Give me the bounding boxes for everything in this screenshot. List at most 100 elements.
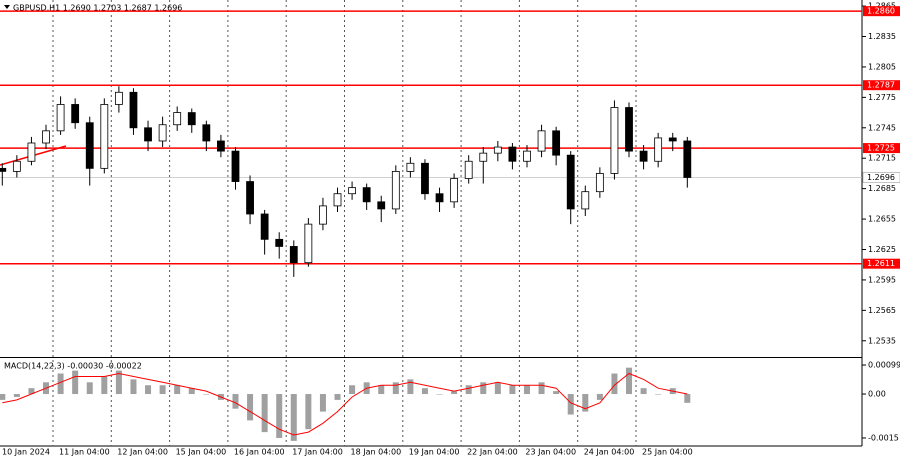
level-label-bg — [863, 143, 900, 154]
macd-bar — [596, 394, 603, 400]
macd-bar — [203, 394, 210, 395]
macd-bar — [436, 394, 443, 395]
last-price-bg — [862, 172, 900, 183]
macd-bar — [392, 382, 399, 395]
last-price-label: 1.2696 — [867, 173, 895, 182]
x-tick-label: 19 Jan 04:00 — [409, 448, 460, 457]
macd-bar — [290, 394, 297, 441]
candle-body — [595, 173, 604, 193]
candle-body — [683, 140, 692, 178]
x-tick-label: 18 Jan 04:00 — [351, 448, 402, 457]
candle-body — [435, 193, 444, 203]
macd-bar — [480, 382, 487, 395]
candle-body — [12, 160, 21, 172]
candle-body — [217, 140, 225, 152]
macd-bar — [640, 388, 647, 395]
x-tick-label: 11 Jan 04:00 — [59, 448, 110, 457]
level-label: 1.2860 — [867, 7, 895, 16]
y-tick-label: 1.2595 — [868, 275, 896, 284]
macd-bar — [261, 394, 268, 433]
macd-bar — [101, 376, 108, 395]
y-tick-label: 1.2655 — [868, 215, 896, 224]
macd-bar — [0, 394, 6, 400]
level-label: 1.2611 — [867, 259, 895, 268]
macd-bar — [72, 370, 79, 395]
candle-body — [377, 201, 386, 210]
x-tick-label: 16 Jan 04:00 — [234, 448, 285, 457]
macd-y-tick-label: 0.00 — [868, 390, 886, 399]
y-tick-label: 1.2745 — [868, 123, 896, 132]
candle-body — [275, 238, 284, 247]
candle-body — [333, 193, 342, 207]
candle-body — [304, 223, 313, 264]
macd-bar — [538, 382, 545, 395]
macd-y-tick-label: 0.00099 — [868, 361, 900, 370]
y-tick-label: 1.2805 — [868, 62, 896, 71]
level-label: 1.2787 — [867, 81, 895, 90]
y-tick-label: 1.2625 — [868, 245, 896, 254]
macd-signal — [2, 372, 688, 436]
candle-body — [668, 137, 677, 142]
macd-bar — [378, 385, 385, 395]
macd-bar — [145, 385, 152, 395]
macd-bar — [174, 385, 181, 395]
macd-bar — [611, 373, 618, 395]
candle-body — [144, 127, 152, 142]
candle-body — [391, 171, 400, 210]
x-tick-label: 17 Jan 04:00 — [292, 448, 343, 457]
candle-body — [421, 162, 429, 195]
candle-body — [625, 107, 633, 152]
macd-bar — [421, 388, 428, 395]
candle-body — [406, 162, 415, 172]
level-label: 1.2725 — [867, 144, 895, 153]
macd-bar — [523, 385, 530, 395]
candle-body — [566, 154, 575, 210]
candle-body — [654, 137, 663, 162]
candle-body — [187, 112, 196, 126]
macd-bar — [567, 394, 574, 415]
x-tick-label: 15 Jan 04:00 — [176, 448, 227, 457]
x-tick-label: 12 Jan 04:00 — [117, 448, 168, 457]
macd-bar — [465, 385, 472, 395]
chart-title: GBPUSD,H1 1.2690 1.2703 1.2687 1.2696 — [13, 4, 182, 13]
candle-body — [639, 150, 648, 162]
candle-body — [27, 142, 36, 162]
macd-bar — [232, 394, 239, 409]
macd-bar — [684, 394, 691, 403]
candle-body — [450, 178, 459, 203]
macd-bar — [188, 388, 195, 395]
macd-bar — [451, 391, 458, 395]
macd-title: MACD(14,22,3) -0.00030 -0.00022 — [4, 362, 142, 371]
y-tick-label: 1.2715 — [868, 154, 896, 163]
x-tick-label: 22 Jan 04:00 — [467, 448, 518, 457]
macd-bar — [334, 394, 341, 400]
level-label-bg — [863, 258, 900, 269]
candle-body — [319, 205, 327, 225]
macd-bar — [13, 394, 20, 397]
candle-body — [362, 187, 371, 203]
candle-body — [173, 112, 182, 126]
macd-bar — [553, 391, 560, 395]
candle-body — [114, 91, 123, 105]
candle-body — [71, 104, 80, 124]
macd-bar — [655, 394, 662, 395]
candle-body — [202, 124, 211, 142]
candle-body — [289, 246, 298, 264]
candle-body — [523, 150, 531, 162]
candle-body — [479, 152, 488, 162]
candle-body — [85, 122, 94, 169]
macd-bar — [319, 394, 326, 412]
macd-bar — [57, 373, 64, 395]
x-tick-label: 24 Jan 04:00 — [584, 448, 635, 457]
menu-icon — [4, 5, 10, 9]
y-tick-label: 1.2535 — [868, 336, 896, 345]
macd-bar — [28, 388, 35, 395]
candle-body — [158, 124, 167, 142]
candle-body — [493, 146, 502, 154]
candle-body — [348, 187, 356, 195]
candle-body — [56, 104, 65, 132]
candle-body — [129, 91, 138, 129]
candle-body — [537, 130, 546, 152]
candle-body — [464, 160, 473, 179]
